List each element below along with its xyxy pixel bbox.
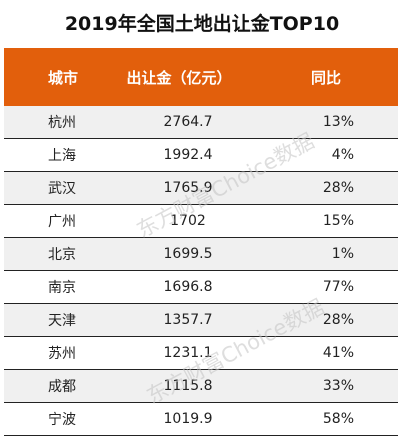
yoy-cell: 58% bbox=[254, 402, 398, 436]
yoy-cell: 33% bbox=[254, 369, 398, 403]
table-row: 广州 1702 15% bbox=[4, 204, 398, 238]
amount-cell: 1696.8 bbox=[104, 270, 254, 304]
amount-cell: 2764.7 bbox=[104, 106, 254, 139]
header-amount: 出让金（亿元） bbox=[104, 48, 254, 106]
page-title: 2019年全国土地出让金TOP10 bbox=[64, 13, 340, 35]
table-row: 武汉 1765.9 28% bbox=[4, 171, 398, 205]
city-cell: 南京 bbox=[4, 270, 104, 304]
header-city: 城市 bbox=[4, 48, 104, 106]
city-cell: 宁波 bbox=[4, 402, 104, 436]
header-yoy: 同比 bbox=[254, 48, 398, 106]
amount-cell: 1992.4 bbox=[104, 138, 254, 172]
table-row: 南京 1696.8 77% bbox=[4, 270, 398, 304]
yoy-cell: 77% bbox=[254, 270, 398, 304]
table-header-row: 城市 出让金（亿元） 同比 bbox=[4, 48, 398, 106]
amount-cell: 1231.1 bbox=[104, 336, 254, 370]
city-cell: 天津 bbox=[4, 303, 104, 337]
table-row: 成都 1115.8 33% bbox=[4, 369, 398, 403]
amount-cell: 1357.7 bbox=[104, 303, 254, 337]
city-cell: 广州 bbox=[4, 204, 104, 238]
city-cell: 北京 bbox=[4, 237, 104, 271]
yoy-cell: 15% bbox=[254, 204, 398, 238]
amount-cell: 1019.9 bbox=[104, 402, 254, 436]
yoy-cell: 4% bbox=[254, 138, 398, 172]
city-cell: 上海 bbox=[4, 138, 104, 172]
city-cell: 苏州 bbox=[4, 336, 104, 370]
table-row: 上海 1992.4 4% bbox=[4, 138, 398, 172]
amount-cell: 1115.8 bbox=[104, 369, 254, 403]
table-row: 北京 1699.5 1% bbox=[4, 237, 398, 271]
city-cell: 武汉 bbox=[4, 171, 104, 205]
land-sale-table: 城市 出让金（亿元） 同比 杭州 2764.7 13% 上海 1992.4 4%… bbox=[4, 48, 398, 436]
city-cell: 杭州 bbox=[4, 106, 104, 139]
amount-cell: 1765.9 bbox=[104, 171, 254, 205]
table-row: 苏州 1231.1 41% bbox=[4, 336, 398, 370]
table-row: 天津 1357.7 28% bbox=[4, 303, 398, 337]
yoy-cell: 13% bbox=[254, 106, 398, 139]
table-row: 宁波 1019.9 58% bbox=[4, 402, 398, 436]
amount-cell: 1699.5 bbox=[104, 237, 254, 271]
yoy-cell: 41% bbox=[254, 336, 398, 370]
amount-cell: 1702 bbox=[104, 204, 254, 238]
yoy-cell: 1% bbox=[254, 237, 398, 271]
yoy-cell: 28% bbox=[254, 303, 398, 337]
city-cell: 成都 bbox=[4, 369, 104, 403]
yoy-cell: 28% bbox=[254, 171, 398, 205]
table-row: 杭州 2764.7 13% bbox=[4, 106, 398, 139]
